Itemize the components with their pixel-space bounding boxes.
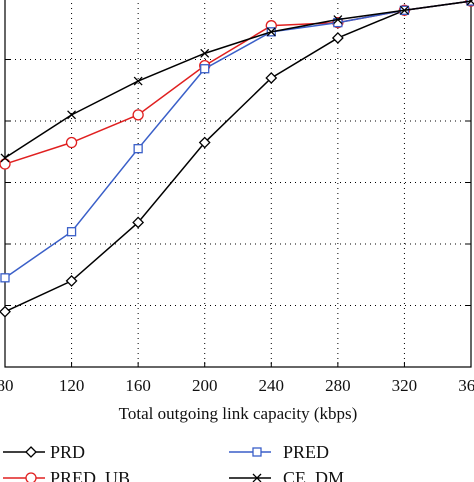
x-marker-stroke	[266, 27, 276, 37]
series-group	[0, 0, 474, 318]
data-point-ce-dm	[266, 27, 276, 37]
legend-marker	[25, 472, 37, 482]
data-point-pred	[333, 17, 343, 28]
x-marker-stroke	[0, 153, 10, 163]
series-line-ce-dm	[4, 0, 472, 159]
x-tick-label: 80	[0, 376, 14, 395]
x-marker-stroke	[133, 76, 143, 86]
data-point-pred	[66, 227, 77, 237]
data-point-ce-dm	[399, 5, 409, 15]
plot-frame	[4, 0, 472, 368]
x-marker-stroke	[67, 110, 77, 120]
data-point-ce-dm	[333, 15, 343, 24]
data-point-ce-dm	[67, 110, 77, 120]
legend: PRD PRED_UB PRED CE_DM	[3, 442, 344, 482]
data-point-pred-ub	[65, 136, 78, 149]
y-ticks	[5, 59, 471, 306]
data-point-prd	[265, 72, 278, 84]
data-point-ce-dm	[133, 76, 143, 86]
x-tick-label: 360	[458, 376, 474, 395]
x-marker-stroke	[200, 48, 210, 58]
data-point-prd	[198, 136, 211, 149]
series-pred-ub	[0, 0, 474, 170]
legend-marker	[252, 447, 262, 457]
legend-item-prd: PRD	[3, 442, 85, 462]
data-point-pred-ub	[132, 109, 144, 121]
x-tick-label: 280	[325, 376, 351, 395]
data-point-prd	[132, 216, 145, 229]
x-tick-label: 320	[392, 376, 418, 395]
series-ce-dm	[0, 0, 474, 163]
legend-label: CE_DM	[283, 468, 344, 482]
data-point-prd	[331, 32, 344, 44]
x-tick-label: 120	[59, 376, 85, 395]
data-point-ce-dm	[0, 153, 10, 163]
data-point-pred	[200, 64, 210, 74]
legend-item-pred-ub: PRED_UB	[3, 468, 130, 482]
data-point-pred	[0, 273, 10, 283]
data-point-pred	[133, 144, 143, 154]
x-marker-stroke	[466, 0, 473, 6]
legend-item-ce-dm: CE_DM	[229, 468, 344, 482]
data-point-ce-dm	[200, 48, 210, 58]
x-ticks: 80 120 160 200 240 280 320 360	[0, 362, 474, 395]
x-marker-stroke	[333, 15, 343, 24]
x-axis-label: Total outgoing link capacity (kbps)	[119, 404, 358, 423]
legend-marker	[252, 473, 262, 482]
x-tick-label: 160	[125, 376, 151, 395]
series-line-prd	[4, 0, 472, 313]
data-point-pred-ub	[0, 158, 11, 170]
legend-label: PRED_UB	[50, 468, 130, 482]
x-tick-label: 200	[192, 376, 218, 395]
x-marker-stroke	[252, 473, 262, 482]
legend-label: PRD	[50, 442, 85, 462]
data-point-prd	[65, 274, 78, 287]
x-tick-label: 240	[259, 376, 285, 395]
data-point-prd	[0, 305, 11, 318]
grid	[5, 0, 471, 367]
legend-label: PRED	[283, 442, 329, 462]
legend-item-pred: PRED	[229, 442, 329, 462]
legend-marker	[25, 446, 37, 458]
x-marker-stroke	[399, 5, 409, 15]
